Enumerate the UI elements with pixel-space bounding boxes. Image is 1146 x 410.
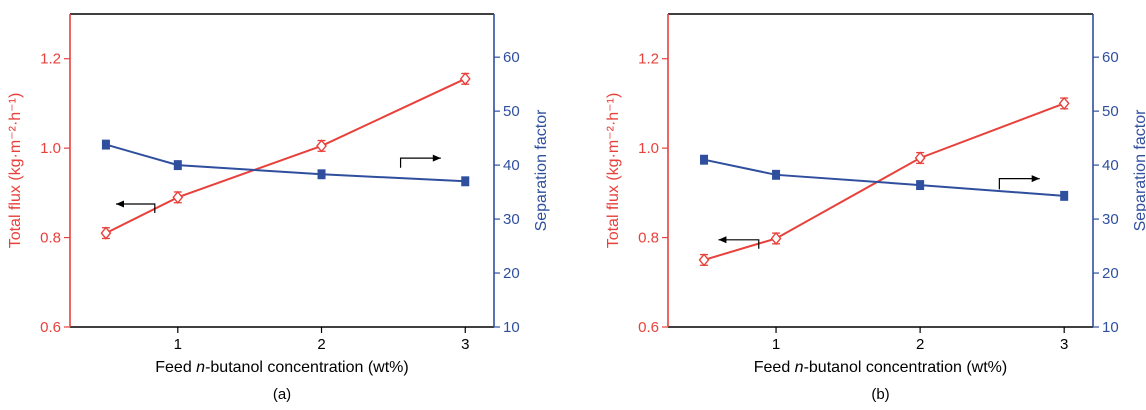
x-axis-label-suffix: -butanol concentration (wt%) — [205, 359, 409, 376]
arrow-head — [115, 200, 124, 208]
data-point-diamond — [316, 139, 327, 153]
series-line — [105, 143, 466, 183]
x-tick-label: 3 — [1060, 336, 1068, 353]
y-right-axis-label: Separation factor — [533, 109, 550, 232]
data-point-square — [461, 177, 470, 186]
series-line — [105, 77, 466, 234]
data-point-square — [101, 140, 110, 149]
data-point-square — [772, 170, 781, 179]
data-point-square — [317, 170, 326, 179]
arrow-left-annotation — [718, 236, 760, 249]
series-line — [703, 158, 1065, 197]
x-tick-label: 2 — [317, 336, 325, 353]
arrow-head — [432, 154, 441, 162]
arrow-head — [1031, 175, 1040, 183]
x-axis-label-suffix: -butanol concentration (wt%) — [804, 359, 1008, 376]
y-left-tick-label: 0.8 — [638, 230, 659, 247]
data-point-diamond — [770, 231, 782, 246]
y-left-axis-label: Total flux (kg·m⁻²·h⁻¹) — [605, 93, 622, 249]
arrow-line — [998, 177, 1040, 190]
arrow-right-annotation — [998, 175, 1040, 190]
y-right-tick-label: 30 — [1102, 211, 1119, 228]
y-right-tick-label: 40 — [503, 157, 520, 174]
data-point-square — [173, 161, 182, 170]
y-right-tick-label: 10 — [503, 319, 520, 336]
flux-series — [100, 72, 471, 240]
y-right-axis-label: Separation factor — [1132, 109, 1146, 232]
arrow-left-annotation — [115, 200, 156, 213]
y-right-tick-label: 50 — [503, 103, 520, 120]
data-point-diamond — [698, 253, 710, 267]
series-line — [703, 102, 1065, 261]
data-point-square — [1060, 191, 1069, 200]
data-point-diamond — [1058, 96, 1070, 111]
y-left-tick-label: 1.0 — [40, 140, 61, 157]
x-axis-label: Feed n-butanol concentration (wt%) — [155, 359, 408, 376]
separation-series — [101, 139, 470, 187]
flux-series — [698, 96, 1070, 267]
arrow-line — [115, 203, 156, 213]
y-left-tick-label: 0.6 — [40, 319, 61, 336]
x-tick-label: 1 — [772, 336, 780, 353]
data-point-diamond — [914, 151, 926, 165]
y-right-tick-label: 10 — [1102, 319, 1119, 336]
y-right-tick-label: 60 — [503, 49, 520, 66]
x-tick-label: 2 — [916, 336, 924, 353]
data-point-diamond — [459, 72, 471, 86]
x-tick-label: 1 — [174, 336, 182, 353]
y-right-tick-label: 50 — [1102, 103, 1119, 120]
x-tick-label: 3 — [461, 336, 469, 353]
y-left-tick-label: 1.2 — [40, 51, 61, 68]
y-left-axis-label: Total flux (kg·m⁻²·h⁻¹) — [7, 93, 24, 249]
panel-label: (a) — [273, 386, 291, 403]
y-left-tick-label: 0.8 — [40, 230, 61, 247]
data-point-square — [700, 155, 709, 164]
y-left-tick-label: 0.6 — [638, 319, 659, 336]
y-left-tick-label: 1.0 — [638, 140, 659, 157]
x-axis-label-italic: n — [795, 359, 804, 376]
chart-panel-b: 1 2 3 0.6 0.8 1.0 1.2 10 20 30 40 50 60 Feed n-butano… — [605, 13, 1146, 403]
y-right-tick-label: 40 — [1102, 157, 1119, 174]
y-right-tick-label: 30 — [503, 211, 520, 228]
x-axis-label-prefix: Feed — [155, 359, 196, 376]
x-axis-label-italic: n — [196, 359, 205, 376]
arrow-head — [718, 236, 727, 244]
y-right-tick-label: 20 — [1102, 265, 1119, 282]
y-right-tick-label: 20 — [503, 265, 520, 282]
y-right-tick-label: 60 — [1102, 49, 1119, 66]
panel-label: (b) — [871, 386, 889, 403]
arrow-line — [399, 157, 441, 168]
data-point-diamond — [172, 190, 184, 204]
chart-panel-a: 1 2 3 0.6 0.8 1.0 1.2 10 20 30 40 50 60 Feed n-butano… — [7, 13, 550, 403]
arrow-right-annotation — [399, 154, 441, 168]
data-point-square — [916, 181, 925, 190]
arrow-line — [718, 239, 760, 249]
x-axis-label: Feed n-butanol concentration (wt%) — [754, 359, 1007, 376]
data-point-diamond — [100, 226, 112, 240]
separation-series — [700, 154, 1069, 201]
x-axis-label-prefix: Feed — [754, 359, 795, 376]
y-left-tick-label: 1.2 — [638, 51, 659, 68]
